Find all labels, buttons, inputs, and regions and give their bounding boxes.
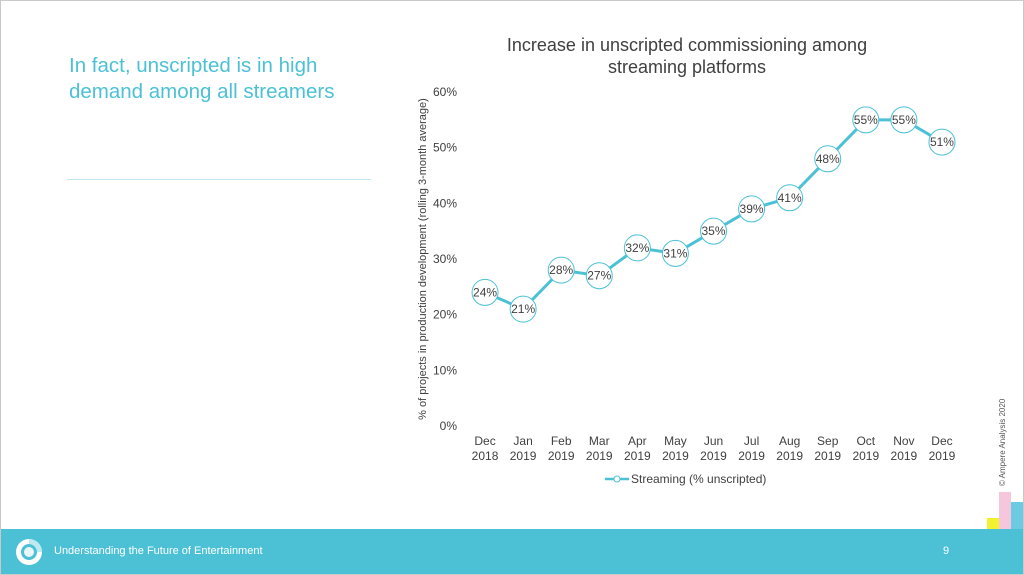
headline: In fact, unscripted is in high demand am… — [69, 54, 335, 103]
y-tick-label: 40% — [433, 196, 457, 210]
x-tick-label-part: 2019 — [738, 449, 765, 463]
y-tick-label: 0% — [440, 419, 458, 433]
copyright-notice: © Ampere Analysis 2020 — [998, 398, 1007, 486]
data-label: 35% — [701, 224, 725, 238]
x-tick-label-part: Oct — [856, 434, 875, 448]
x-tick-label-part: 2019 — [814, 449, 841, 463]
x-tick-label-part: 2019 — [510, 449, 537, 463]
data-label: 39% — [740, 202, 764, 216]
y-tick-label: 60% — [433, 85, 457, 99]
data-point-marker — [814, 145, 842, 173]
line-chart: Increase in unscripted commissioning amo… — [417, 35, 956, 486]
data-point-marker — [471, 278, 499, 306]
legend-label: Streaming (% unscripted) — [631, 472, 766, 486]
y-tick-label: 20% — [433, 308, 457, 322]
x-tick-label-part: 2019 — [776, 449, 803, 463]
x-tick-label-part: 2019 — [891, 449, 918, 463]
x-tick-label-part: Sep — [817, 434, 839, 448]
data-point-marker — [852, 106, 880, 134]
data-point-marker — [700, 217, 727, 245]
chart-title-line: Increase in unscripted commissioning amo… — [507, 35, 867, 55]
data-point-marker — [547, 256, 575, 284]
x-tick-label: Mar 2019 — [586, 434, 613, 463]
x-tick-label: Aug 2019 — [776, 434, 803, 463]
x-tick-label-part: 2019 — [624, 449, 651, 463]
x-tick-label-part: 2018 — [472, 449, 499, 463]
data-label: 21% — [511, 302, 535, 316]
x-tick-label-part: 2019 — [700, 449, 727, 463]
y-tick-label: 50% — [433, 141, 457, 155]
data-point-marker — [776, 184, 804, 212]
chart-title-line: streaming platforms — [608, 57, 766, 77]
data-label: 24% — [473, 285, 497, 299]
data-label: 31% — [663, 246, 687, 260]
data-point-marker — [928, 128, 956, 156]
y-tick-label: 30% — [433, 252, 457, 266]
data-label: 32% — [625, 241, 649, 255]
x-tick-label: Feb 2019 — [548, 434, 575, 463]
x-tick-label: Apr 2019 — [624, 434, 651, 463]
data-label: 55% — [854, 113, 878, 127]
x-tick-label-part: Dec — [931, 434, 952, 448]
data-point-marker — [661, 239, 689, 267]
data-point-marker — [738, 195, 766, 223]
legend-marker-swatch — [613, 475, 621, 483]
ampere-logo-icon — [16, 539, 42, 565]
x-tick-label-part: May — [664, 434, 687, 448]
data-label: 48% — [816, 152, 840, 166]
x-tick-label: Jul 2019 — [738, 434, 765, 463]
x-tick-label-part: Apr — [628, 434, 647, 448]
footer-bar: Understanding the Future of Entertainmen… — [1, 529, 1023, 574]
headline-divider — [67, 179, 371, 180]
x-tick-label-part: Feb — [551, 434, 572, 448]
x-tick-label: Oct 2019 — [852, 434, 879, 463]
x-tick-label-part: Nov — [893, 434, 914, 448]
footer-tagline: Understanding the Future of Entertainmen… — [54, 545, 263, 557]
y-tick-label: 10% — [433, 363, 457, 377]
data-label: 41% — [778, 191, 802, 205]
x-tick-label: May 2019 — [662, 434, 689, 463]
data-point-marker — [623, 234, 651, 262]
x-tick-label-part: 2019 — [662, 449, 689, 463]
x-tick-label-part: Jan — [513, 434, 532, 448]
data-label: 55% — [892, 113, 916, 127]
x-tick-label-part: Jun — [704, 434, 723, 448]
x-tick-label-part: 2019 — [548, 449, 575, 463]
data-label: 51% — [930, 135, 954, 149]
data-point-marker — [509, 295, 537, 323]
data-point-marker — [890, 106, 918, 134]
x-tick-label: Jun 2019 — [700, 434, 727, 463]
y-axis-label: % of projects in production development … — [417, 98, 429, 420]
x-tick-label: Jan 2019 — [510, 434, 537, 463]
page-number: 9 — [943, 545, 950, 557]
x-tick-label-part: 2019 — [929, 449, 956, 463]
x-tick-label-part: Jul — [744, 434, 759, 448]
x-tick-label: Sep 2019 — [814, 434, 841, 463]
x-tick-label-part: Aug — [779, 434, 800, 448]
x-tick-label-part: Dec — [474, 434, 495, 448]
x-tick-label-part: 2019 — [586, 449, 613, 463]
x-tick-label: Dec 2018 — [472, 434, 499, 463]
x-tick-label-part: 2019 — [852, 449, 879, 463]
x-tick-label-part: Mar — [589, 434, 610, 448]
data-label: 28% — [549, 263, 573, 277]
data-label: 27% — [587, 269, 611, 283]
data-point-marker — [585, 262, 613, 290]
x-tick-label: Nov 2019 — [891, 434, 918, 463]
x-tick-label: Dec 2019 — [929, 434, 956, 463]
